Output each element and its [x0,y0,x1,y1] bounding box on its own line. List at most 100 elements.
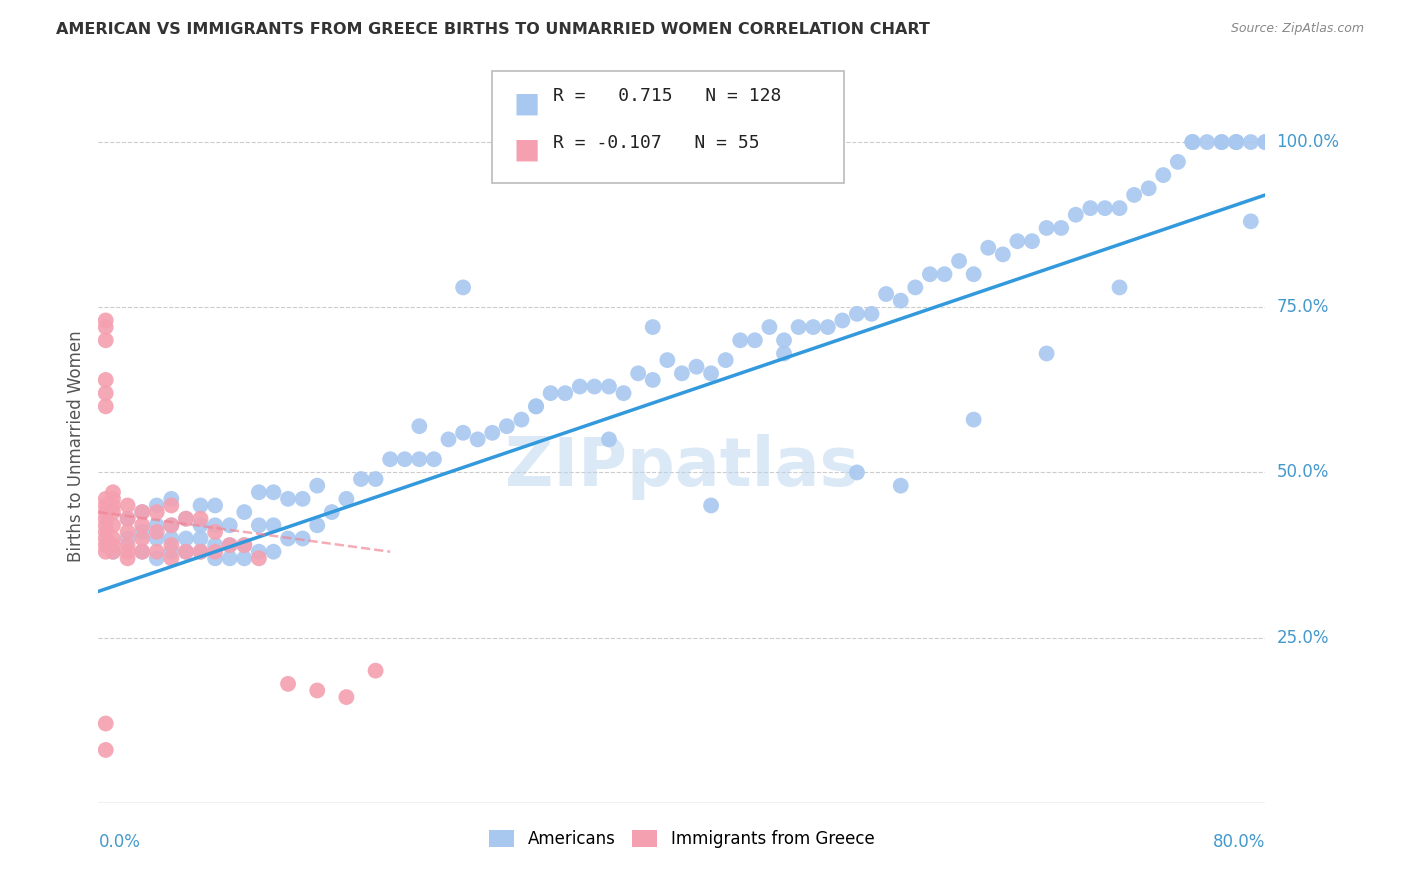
Point [977,241,1000,255]
Point [962,267,984,281]
Point [131,505,153,519]
Point [131,524,153,539]
Point [1108,280,1130,294]
Point [160,551,183,566]
Point [612,386,634,401]
Point [307,478,329,492]
Point [131,532,153,546]
Point [1181,135,1204,149]
Point [218,538,240,552]
Point [160,491,183,506]
Point [394,452,416,467]
Point [744,333,766,347]
Point [94,400,117,414]
Point [641,373,664,387]
Point [583,379,606,393]
Text: R = -0.107   N = 55: R = -0.107 N = 55 [553,134,759,152]
Point [146,532,169,546]
Point [481,425,503,440]
Point [890,293,912,308]
Point [94,499,117,513]
Point [131,518,153,533]
Point [101,485,124,500]
Point [714,353,737,368]
Point [204,538,226,552]
Point [117,524,139,539]
Point [1167,154,1189,169]
Point [94,373,117,387]
Point [146,499,169,513]
Point [160,538,183,552]
Point [1035,221,1057,235]
Point [277,491,299,506]
Point [1108,201,1130,215]
Text: 50.0%: 50.0% [1277,464,1329,482]
Point [233,538,256,552]
Point [467,433,489,447]
Point [335,491,357,506]
Point [94,505,117,519]
Point [1021,234,1043,248]
Point [773,346,796,360]
Point [1225,135,1247,149]
Point [277,677,299,691]
Point [773,333,796,347]
Point [1254,135,1277,149]
Text: 100.0%: 100.0% [1277,133,1340,151]
Point [204,545,226,559]
Point [117,551,139,566]
Point [451,280,474,294]
Point [307,518,329,533]
Point [218,551,240,566]
Point [1080,201,1102,215]
Point [1181,135,1204,149]
Point [204,551,226,566]
Text: AMERICAN VS IMMIGRANTS FROM GREECE BIRTHS TO UNMARRIED WOMEN CORRELATION CHART: AMERICAN VS IMMIGRANTS FROM GREECE BIRTH… [56,22,931,37]
Point [94,545,117,559]
Point [204,499,226,513]
Point [321,505,343,519]
Point [101,499,124,513]
Point [101,532,124,546]
Point [262,518,284,533]
Point [948,254,970,268]
Point [174,545,197,559]
Point [657,353,679,368]
Point [510,412,533,426]
Point [94,518,117,533]
Point [190,545,212,559]
Point [262,485,284,500]
Point [291,532,314,546]
Point [350,472,373,486]
Point [1050,221,1073,235]
Point [262,545,284,559]
Point [598,379,620,393]
Point [190,499,212,513]
Point [758,320,780,334]
Text: 80.0%: 80.0% [1213,833,1265,851]
Point [101,505,124,519]
Point [233,505,256,519]
Point [860,307,883,321]
Point [1240,214,1263,228]
Point [801,320,824,334]
Point [204,524,226,539]
Point [101,518,124,533]
Point [408,452,430,467]
Point [146,505,169,519]
Text: 75.0%: 75.0% [1277,298,1329,317]
Point [904,280,927,294]
Point [218,518,240,533]
Point [554,386,576,401]
Point [117,499,139,513]
Point [1137,181,1160,195]
Text: ZIPpatlas: ZIPpatlas [505,434,859,500]
Point [641,320,664,334]
Point [1181,135,1204,149]
Point [1035,346,1057,360]
Point [247,551,270,566]
Point [131,545,153,559]
Point [934,267,956,281]
Point [94,538,117,552]
Point [730,333,752,347]
